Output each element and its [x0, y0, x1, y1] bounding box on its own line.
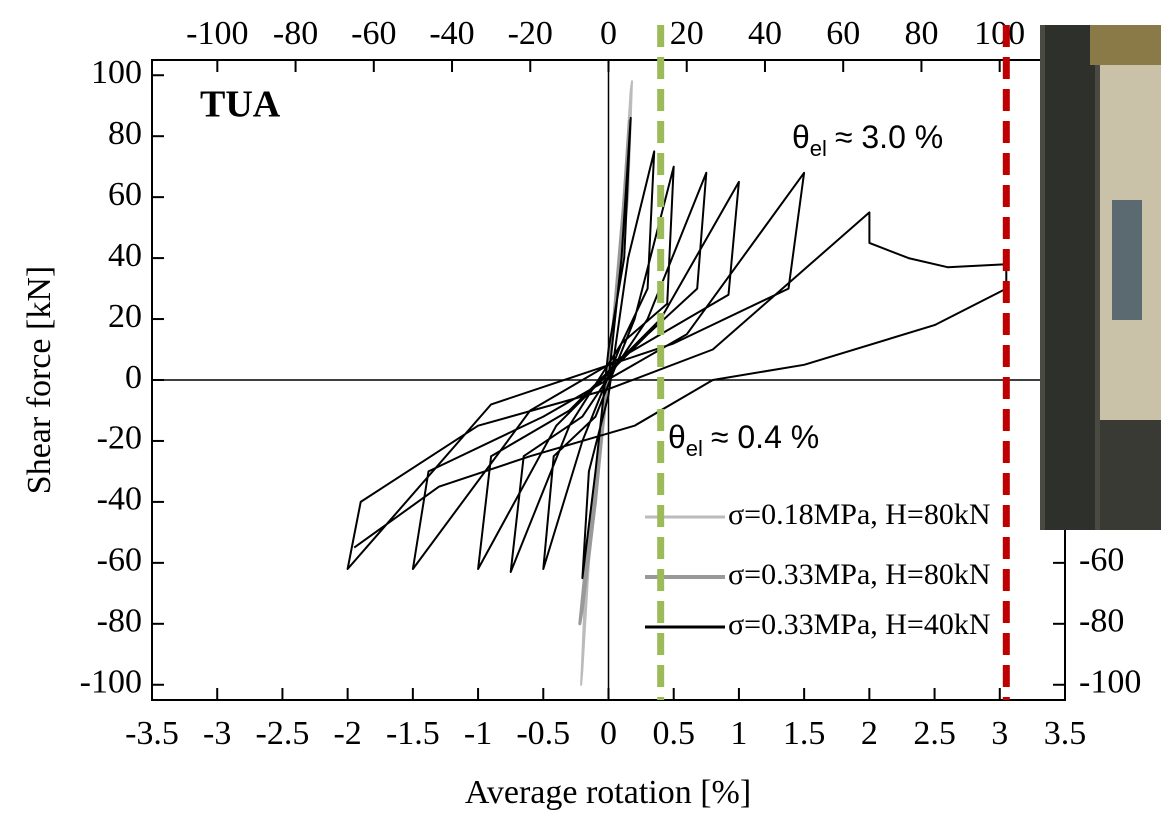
- legend-label: σ=0.33MPa, H=80kN: [728, 558, 991, 591]
- y-tick-label: 100: [91, 54, 142, 91]
- x-tick-label: 0: [600, 715, 617, 752]
- x2-tick-label: 20: [670, 15, 704, 52]
- x2-tick-label: -100: [186, 15, 248, 52]
- x2-tick-label: -20: [508, 15, 553, 52]
- y-axis-title: Shear force [kN]: [21, 266, 58, 494]
- series-line: [346, 116, 1008, 580]
- photo-part: [1090, 25, 1161, 65]
- y-tick-label: 80: [108, 115, 142, 152]
- x-tick-label: 2: [861, 715, 878, 752]
- symbol: θ: [792, 119, 810, 155]
- symbol: θ: [668, 419, 686, 455]
- x2-tick-label: 100: [974, 15, 1025, 52]
- x-tick-label: -1: [464, 715, 492, 752]
- y-tick-label: 40: [108, 237, 142, 274]
- x-tick-label: -2: [333, 715, 361, 752]
- x-tick-label: -2.5: [256, 715, 310, 752]
- y2-tick-label: -100: [1079, 664, 1141, 701]
- x-tick-label: -3: [203, 715, 231, 752]
- series-line: [578, 119, 631, 626]
- legend-label: σ=0.18MPa, H=80kN: [728, 498, 991, 531]
- photo-inset: [1040, 25, 1161, 530]
- x2-tick-label: -40: [429, 15, 474, 52]
- subscript: el: [686, 436, 703, 461]
- label: ≈ 3.0 %: [835, 119, 943, 155]
- x-tick-label: 2.5: [913, 715, 956, 752]
- y-tick-label: 20: [108, 298, 142, 335]
- y-tick-label: 0: [125, 359, 142, 396]
- y-tick-label: -60: [97, 542, 142, 579]
- x-tick-label: 0.5: [652, 715, 695, 752]
- y-tick-label: -80: [97, 603, 142, 640]
- y2-tick-label: -80: [1079, 603, 1124, 640]
- photo-part: [1100, 420, 1161, 530]
- x-tick-label: 1.5: [783, 715, 826, 752]
- photo-part: [1112, 200, 1142, 320]
- x2-tick-label: 80: [904, 15, 938, 52]
- legend-label: σ=0.33MPa, H=40kN: [728, 608, 991, 641]
- y2-tick-label: -60: [1079, 542, 1124, 579]
- x-tick-label: -1.5: [386, 715, 440, 752]
- x2-tick-label: 60: [826, 15, 860, 52]
- x-axis-title: Average rotation [%]: [465, 774, 751, 811]
- reference-label: θel ≈ 3.0 %: [792, 119, 943, 160]
- y-tick-label: 60: [108, 176, 142, 213]
- subscript: el: [810, 136, 827, 161]
- reference-label: θel ≈ 0.4 %: [668, 419, 819, 460]
- x-tick-label: 1: [730, 715, 747, 752]
- x-tick-label: 3: [991, 715, 1008, 752]
- photo-part: [1045, 25, 1095, 530]
- y-tick-label: -40: [97, 481, 142, 518]
- x-tick-label: -0.5: [516, 715, 570, 752]
- x2-tick-label: -60: [351, 15, 396, 52]
- y-tick-label: -20: [97, 420, 142, 457]
- y-tick-label: -100: [80, 664, 142, 701]
- label: ≈ 0.4 %: [711, 419, 819, 455]
- panel-label: TUA: [200, 84, 281, 126]
- x-tick-label: 3.5: [1044, 715, 1087, 752]
- x2-tick-label: 40: [748, 15, 782, 52]
- x2-tick-label: -80: [273, 15, 318, 52]
- x-tick-label: -3.5: [125, 715, 179, 752]
- x2-tick-label: 0: [600, 15, 617, 52]
